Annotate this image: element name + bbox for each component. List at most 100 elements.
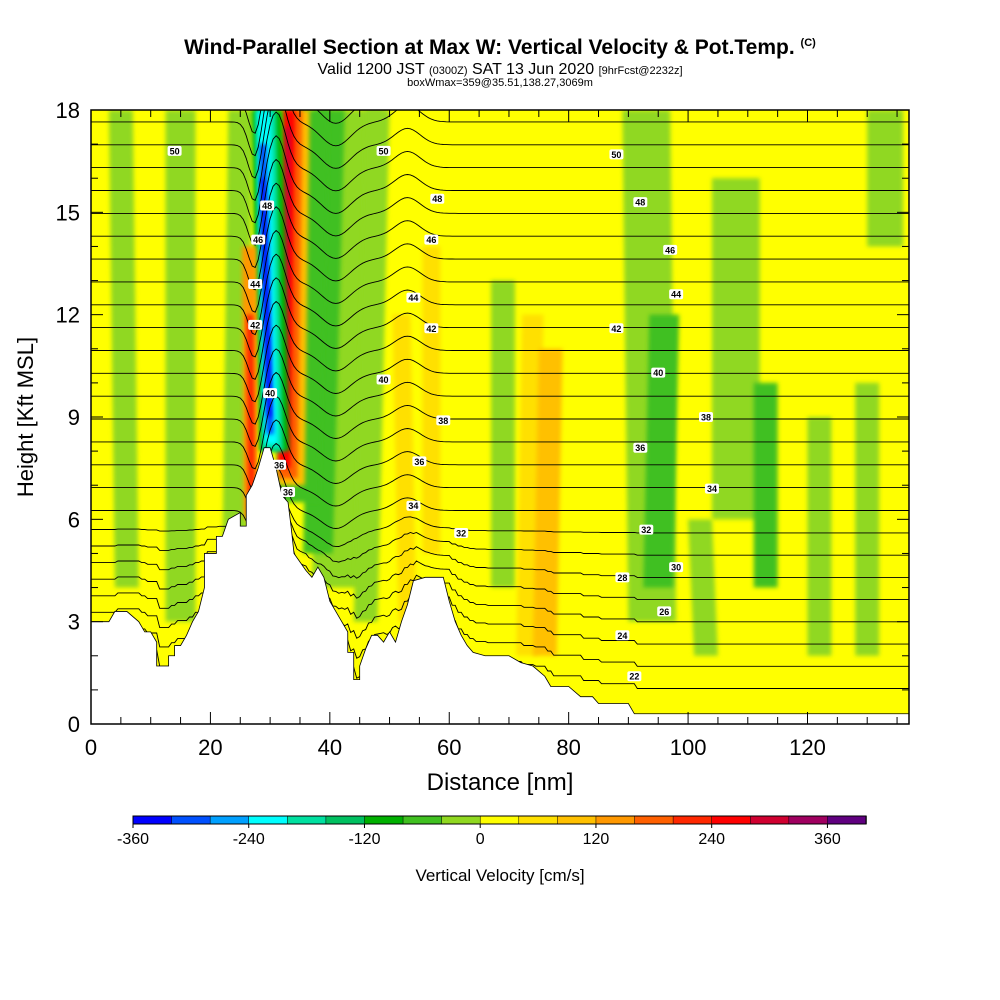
theta-label-bg	[657, 606, 672, 617]
colorbar: -360 -240 -120 0 120 240 360 Vertical Velocity …	[117, 815, 867, 885]
theta-label-text: 38	[438, 416, 448, 426]
theta-label-text: 46	[253, 235, 263, 245]
theta-contour-label: 44	[406, 292, 421, 303]
theta-contour-line	[91, 371, 909, 447]
x-tick-label: 80	[556, 735, 580, 760]
x-tick-label: 60	[437, 735, 461, 760]
theta-contour-label: 22	[627, 671, 642, 682]
theta-contour-line	[91, 300, 909, 380]
theta-label-text: 40	[265, 389, 275, 399]
theta-contour-line	[91, 182, 909, 269]
theta-contour-label: 26	[657, 606, 672, 617]
theta-label-bg	[615, 572, 630, 583]
theta-contour-label: 42	[424, 323, 439, 334]
theta-contour-label: 50	[167, 145, 182, 156]
plot-area: 50 50 50 48 48 48 46 46 46 44 44 44 42 42 42 40 40 40 38 38…	[91, 110, 909, 724]
colorbar-tick-label: 240	[698, 831, 725, 848]
theta-contour-line	[91, 206, 909, 291]
theta-contour-line	[91, 111, 909, 201]
colorbar-segment	[441, 815, 481, 825]
theta-label-bg	[704, 483, 719, 494]
colorbar-segment	[248, 815, 289, 825]
velocity-band	[643, 314, 680, 588]
theta-label-bg	[248, 278, 263, 289]
theta-label-text: 44	[408, 293, 418, 303]
colorbar-segment	[788, 815, 829, 825]
theta-contour-label: 36	[633, 442, 648, 453]
theta-label-bg	[615, 630, 630, 641]
colorbar-segment	[672, 815, 713, 825]
y-tick-label: 12	[56, 303, 80, 328]
y-tick-label: 15	[56, 200, 80, 225]
theta-label-text: 36	[274, 460, 284, 470]
theta-label-bg	[639, 524, 654, 535]
valid-time-utc: (0300Z)	[428, 65, 468, 77]
colorbar-segment	[557, 815, 597, 825]
theta-label-text: 42	[611, 324, 621, 334]
theta-label-bg	[651, 367, 666, 378]
theta-label-bg	[627, 671, 642, 682]
colorbar-tick-label: 0	[476, 831, 485, 848]
y-tick-label: 3	[68, 610, 80, 635]
theta-label-bg	[406, 292, 421, 303]
velocity-band	[353, 110, 390, 622]
theta-contour-line	[91, 466, 909, 537]
theta-label-text: 40	[379, 375, 389, 385]
terrain-profile	[91, 447, 909, 724]
theta-contour-line	[91, 324, 909, 403]
theta-label-text: 50	[379, 146, 389, 156]
theta-label-text: 42	[426, 324, 436, 334]
theta-label-bg	[251, 234, 266, 245]
theta-contour-label: 36	[272, 459, 287, 470]
theta-label-text: 38	[701, 413, 711, 423]
chart-title-main: Wind-Parallel Section at Max W: Vertical…	[184, 36, 795, 59]
theta-contour-line	[91, 442, 909, 515]
colorbar-segment	[518, 815, 559, 825]
theta-label-bg	[376, 145, 391, 156]
valid-date: SAT 13 Jun 2020	[471, 61, 595, 78]
theta-label-bg	[633, 442, 648, 453]
x-tick-label: 0	[85, 735, 97, 760]
colorbar-label: Vertical Velocity [cm/s]	[415, 866, 584, 885]
theta-contour-line	[91, 253, 909, 336]
x-axis-label: Distance [nm]	[427, 769, 574, 796]
theta-label-text: 48	[432, 194, 442, 204]
theta-contour-line	[91, 229, 909, 313]
theta-contour-label: 28	[615, 572, 630, 583]
chart-title: Wind-Parallel Section at Max W: Vertical…	[0, 36, 1000, 60]
colorbar-tick-label: -120	[348, 831, 380, 848]
theta-label-text: 30	[671, 563, 681, 573]
theta-contour-label: 50	[609, 149, 624, 160]
theta-label-text: 34	[408, 501, 418, 511]
theta-contour-label: 44	[248, 278, 263, 289]
theta-label-text: 28	[617, 573, 627, 583]
theta-contour-label: 42	[248, 319, 263, 330]
colorbar-segment	[171, 815, 211, 825]
theta-label-bg	[272, 459, 287, 470]
theta-label-bg	[376, 374, 391, 385]
colorbar-segment	[750, 815, 790, 825]
velocity-band	[392, 314, 417, 622]
theta-label-bg	[663, 244, 678, 255]
colorbar-segment	[325, 815, 366, 825]
theta-contour-label: 46	[663, 244, 678, 255]
theta-contour-label: 34	[704, 483, 719, 494]
chart-subtitle: Valid 1200 JST (0300Z) SAT 13 Jun 2020 […	[0, 61, 1000, 79]
theta-contour-label: 36	[412, 456, 427, 467]
velocity-band	[108, 110, 139, 588]
colorbar-frame	[132, 815, 867, 825]
theta-label-text: 24	[617, 631, 627, 641]
theta-contour-label: 34	[406, 500, 421, 511]
colorbar-tick-label: 360	[814, 831, 841, 848]
theta-label-text: 40	[653, 368, 663, 378]
theta-contour-label: 30	[669, 562, 684, 573]
colorbar-tick-label: -240	[233, 831, 265, 848]
velocity-band	[422, 246, 441, 554]
theta-contour-label: 38	[698, 412, 713, 423]
theta-contour-label: 38	[436, 415, 451, 426]
theta-label-bg	[424, 234, 439, 245]
theta-contour-label: 44	[669, 289, 684, 300]
colorbar-segment	[402, 815, 443, 825]
